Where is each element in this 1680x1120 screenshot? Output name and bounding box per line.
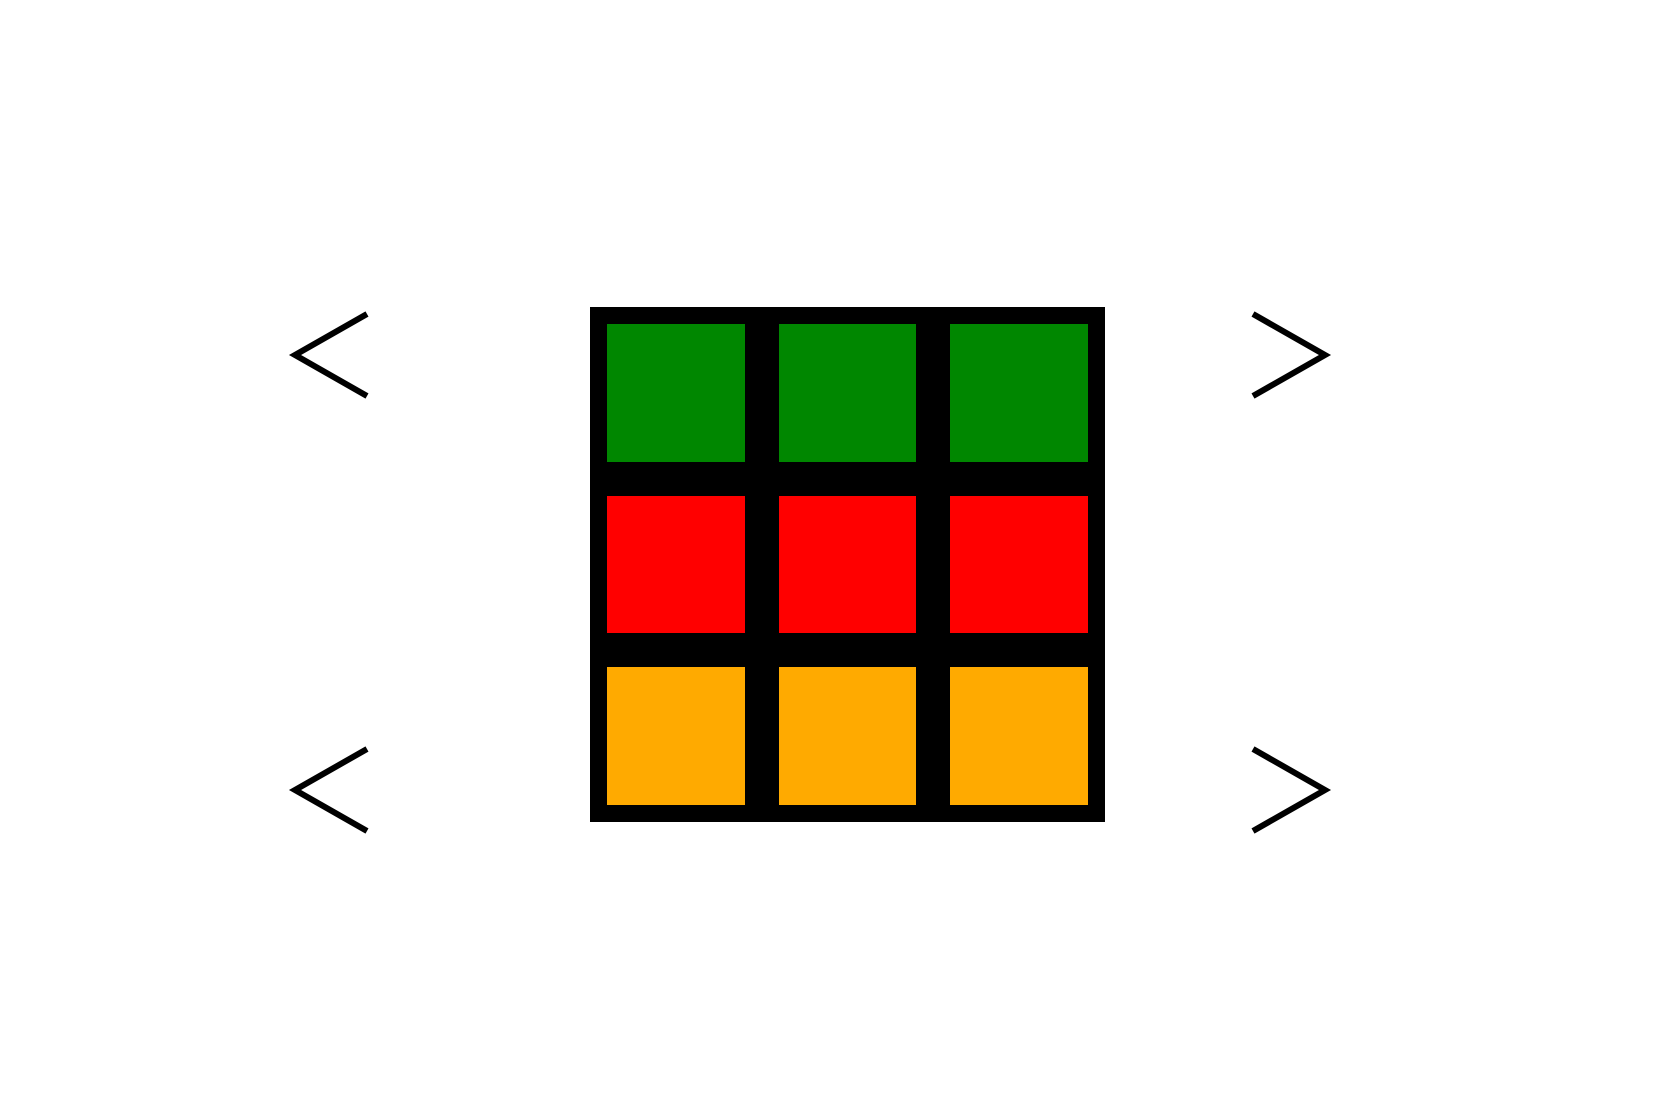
board-cell-orange[interactable]	[761, 650, 934, 822]
board-cell-red[interactable]	[761, 478, 934, 651]
board-cell-orange[interactable]	[933, 650, 1105, 822]
puzzle-board	[590, 307, 1105, 822]
chevron-left-icon	[288, 746, 369, 834]
shift-bottom-row-left-button[interactable]	[270, 730, 390, 850]
board-cell-green[interactable]	[590, 307, 762, 479]
chevron-right-icon	[1251, 746, 1332, 834]
board-cell-orange[interactable]	[590, 650, 762, 822]
chevron-right-icon	[1251, 311, 1332, 399]
shift-bottom-row-right-button[interactable]	[1230, 730, 1350, 850]
board-cell-green[interactable]	[761, 307, 934, 479]
board-cell-green[interactable]	[933, 307, 1105, 479]
board-cell-red[interactable]	[590, 478, 762, 651]
shift-top-row-left-button[interactable]	[270, 295, 390, 415]
shift-top-row-right-button[interactable]	[1230, 295, 1350, 415]
chevron-left-icon	[288, 311, 369, 399]
board-cell-red[interactable]	[933, 478, 1105, 651]
